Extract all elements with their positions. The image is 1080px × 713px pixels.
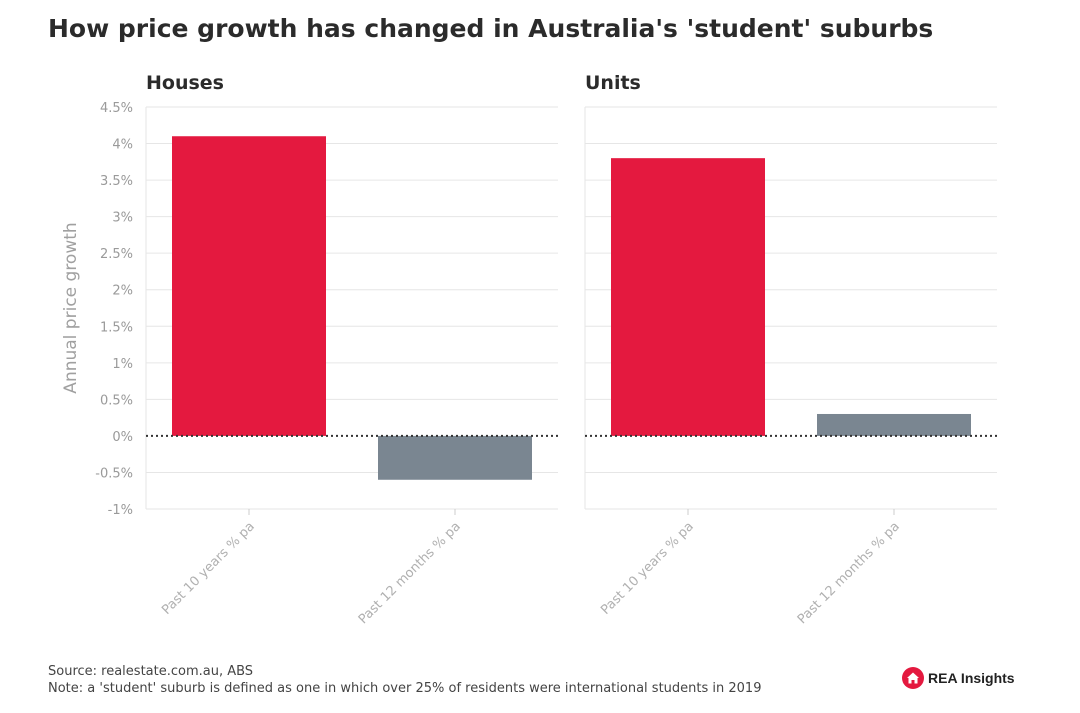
source-note: Source: realestate.com.au, ABS xyxy=(48,664,254,679)
y-tick-label: 0% xyxy=(112,430,133,445)
bar xyxy=(378,435,532,480)
logo-text: REA Insights xyxy=(928,670,1015,686)
y-tick-label: 0.5% xyxy=(100,393,133,408)
y-tick-label: 4.5% xyxy=(100,101,133,116)
y-axis-title: Annual price growth xyxy=(61,222,81,393)
y-tick-label: 4% xyxy=(112,138,133,153)
y-tick-label: -1% xyxy=(108,503,133,518)
y-tick-label: -0.5% xyxy=(95,466,133,481)
rea-insights-logo: REA Insights xyxy=(902,667,1015,689)
definition-note: Note: a 'student' suburb is defined as o… xyxy=(48,681,762,696)
x-category-label: Past 10 years % pa xyxy=(598,519,697,618)
x-category-label: Past 12 months % pa xyxy=(356,519,464,627)
y-tick-label: 3% xyxy=(112,211,133,226)
y-tick-label: 2.5% xyxy=(100,247,133,262)
x-category-label: Past 12 months % pa xyxy=(795,519,903,627)
y-tick-label: 2% xyxy=(112,284,133,299)
x-category-label: Past 10 years % pa xyxy=(159,519,258,618)
panel-title: Houses xyxy=(146,72,224,94)
y-tick-label: 1% xyxy=(112,357,133,372)
panel-title: Units xyxy=(585,72,641,94)
y-tick-label: 1.5% xyxy=(100,320,133,335)
bar xyxy=(611,158,765,436)
chart-title: How price growth has changed in Australi… xyxy=(48,14,934,43)
bar xyxy=(817,413,971,436)
footer: Source: realestate.com.au, ABS Note: a '… xyxy=(48,663,761,697)
house-icon xyxy=(902,667,924,689)
y-tick-label: 3.5% xyxy=(100,174,133,189)
bar xyxy=(172,136,326,436)
